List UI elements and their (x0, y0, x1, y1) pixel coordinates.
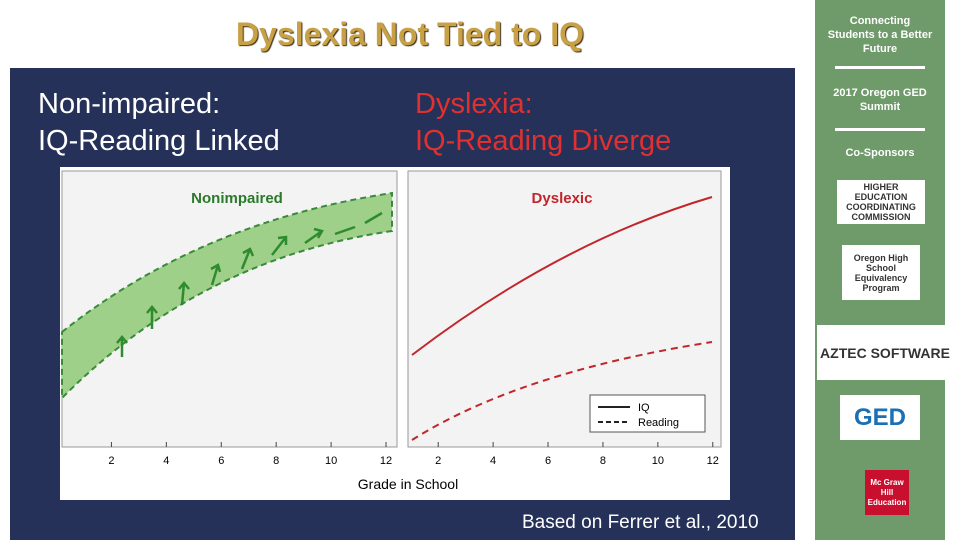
logo: AZTEC SOFTWARE (817, 325, 953, 380)
x-tick-label: 2 (108, 455, 114, 467)
logo: Mc Graw Hill Education (865, 470, 909, 515)
heading-line: Non-impaired: (38, 88, 221, 120)
sidebar: Connecting Students to a Better Future 2… (815, 0, 953, 540)
divider (835, 128, 925, 131)
legend (589, 394, 706, 433)
x-tick-label: 6 (545, 455, 551, 467)
x-axis-label: Grade in School (358, 476, 458, 492)
heading-line: IQ-Reading Diverge (415, 125, 672, 157)
x-tick-label: 8 (600, 455, 606, 467)
logo: HIGHER EDUCATION COORDINATING COMMISSION (837, 180, 925, 224)
logo: Oregon High School Equivalency Program (842, 245, 920, 300)
logo: GED (840, 395, 920, 440)
sidebar-text: Connecting Students to a Better Future (827, 15, 933, 55)
x-tick-label: 6 (218, 455, 224, 467)
figure: Nonimpaired Dyslexic IQ Reading Grade in… (60, 167, 730, 500)
heading-line: IQ-Reading Linked (38, 125, 280, 157)
arrows (116, 211, 383, 357)
divider (835, 66, 925, 69)
x-tick-label: 4 (163, 455, 169, 467)
x-tick-label: 2 (435, 455, 441, 467)
legend-label: IQ (638, 402, 650, 414)
left-heading: Non-impaired: IQ-Reading Linked (38, 86, 280, 160)
right-heading: Dyslexia: IQ-Reading Diverge (415, 86, 671, 160)
iq-reading-band (61, 191, 393, 401)
sidebar-text: Co-Sponsors (845, 147, 915, 159)
sidebar-text: 2017 Oregon GED Summit (833, 87, 927, 113)
slide-title: Dyslexia Not Tied to IQ (236, 16, 584, 52)
heading-line: Dyslexia: (415, 88, 533, 120)
x-tick-label: 10 (325, 455, 337, 467)
panel-title: Nonimpaired (191, 190, 283, 207)
x-tick-label: 4 (490, 455, 496, 467)
x-tick-label: 10 (652, 455, 664, 467)
x-tick-label: 8 (273, 455, 279, 467)
panel-title: Dyslexic (532, 190, 593, 207)
x-tick-label: 12 (380, 455, 392, 467)
reading-curve (411, 341, 713, 441)
x-tick-label: 12 (707, 455, 719, 467)
iq-curve (411, 196, 713, 356)
citation: Based on Ferrer et al., 2010 (522, 512, 759, 533)
legend-label: Reading (638, 417, 679, 429)
